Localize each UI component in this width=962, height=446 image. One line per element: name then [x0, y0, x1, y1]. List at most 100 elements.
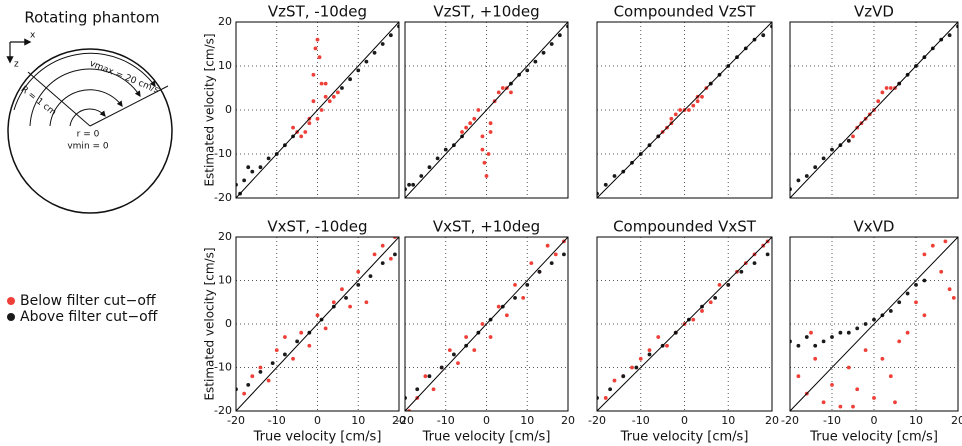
point — [388, 33, 393, 38]
point — [557, 33, 562, 38]
plot-area — [405, 22, 568, 198]
point — [914, 300, 918, 305]
panel-frame — [789, 21, 959, 199]
point — [323, 94, 328, 99]
x-tick-label: 0 — [483, 414, 490, 427]
point — [717, 282, 722, 287]
point — [905, 330, 910, 335]
y-axis-label: Estimated velocity [cm/s] — [203, 33, 217, 186]
x-tick-label: 0 — [314, 414, 321, 427]
point — [947, 33, 952, 38]
point — [380, 243, 385, 248]
point — [630, 365, 634, 370]
point — [726, 282, 731, 287]
point — [266, 378, 271, 383]
point — [821, 156, 826, 161]
point — [897, 300, 902, 305]
point — [486, 152, 491, 156]
point — [496, 304, 501, 309]
x-axis-label: True velocity [cm/s] — [809, 430, 938, 445]
point — [872, 396, 876, 400]
point — [443, 147, 448, 152]
point — [311, 72, 316, 77]
point — [393, 252, 397, 257]
point — [319, 81, 324, 86]
point — [846, 138, 851, 143]
point — [880, 90, 885, 95]
point — [855, 387, 860, 392]
point — [356, 269, 361, 274]
point — [307, 121, 312, 126]
panel-frame — [404, 21, 569, 199]
panel: Compounded VzST — [596, 3, 773, 199]
identity-line — [405, 237, 568, 411]
panel-frame — [596, 236, 773, 412]
point — [513, 296, 517, 300]
point — [372, 50, 377, 55]
x-tick-label: 20 — [392, 414, 406, 427]
point — [291, 125, 295, 130]
panel-frame — [404, 236, 569, 412]
point — [905, 291, 910, 296]
point — [480, 134, 485, 139]
point — [315, 37, 320, 42]
plot-area — [790, 237, 958, 411]
point — [335, 90, 340, 95]
point — [872, 317, 876, 322]
point — [830, 147, 834, 152]
panel-title: Compounded VzST — [614, 3, 757, 21]
point — [407, 182, 411, 187]
point — [488, 121, 493, 126]
point — [480, 147, 485, 152]
point — [388, 256, 393, 261]
identity-line — [790, 237, 958, 411]
radius-line — [89, 85, 169, 127]
point — [821, 339, 826, 344]
point — [691, 317, 696, 322]
point — [439, 365, 444, 370]
point — [472, 348, 477, 352]
point — [258, 365, 263, 370]
point — [713, 296, 718, 300]
identity-line — [597, 22, 772, 198]
point — [242, 391, 247, 396]
point — [691, 103, 696, 108]
point — [500, 86, 505, 90]
point — [863, 322, 868, 326]
x-axis-label: True velocity [cm/s] — [253, 430, 382, 445]
point — [427, 374, 432, 379]
point — [739, 269, 744, 274]
point — [468, 121, 473, 126]
point — [838, 404, 843, 409]
point — [525, 282, 530, 287]
identity-line — [790, 22, 958, 198]
point — [678, 108, 683, 112]
point — [884, 86, 889, 90]
point — [821, 400, 826, 405]
point — [315, 313, 320, 318]
panel-title: VxVD — [854, 218, 895, 236]
plot-area — [236, 237, 399, 411]
x-axis-label: True velocity [cm/s] — [422, 430, 551, 445]
point — [533, 59, 538, 64]
point — [258, 369, 263, 374]
identity-line — [405, 22, 568, 198]
plot-area — [405, 237, 568, 411]
point — [700, 94, 704, 99]
point — [415, 387, 420, 392]
point — [537, 269, 542, 274]
point — [242, 178, 247, 183]
point — [504, 313, 509, 318]
point — [380, 42, 385, 46]
point — [250, 169, 255, 174]
point — [472, 116, 477, 121]
point — [340, 86, 344, 90]
panel-title: VzVD — [854, 3, 894, 21]
point — [656, 335, 661, 339]
radius-label: R = 1 cm — [19, 84, 58, 118]
identity-line — [236, 237, 399, 411]
point — [250, 374, 255, 379]
y-tick-label: 0 — [225, 103, 232, 116]
